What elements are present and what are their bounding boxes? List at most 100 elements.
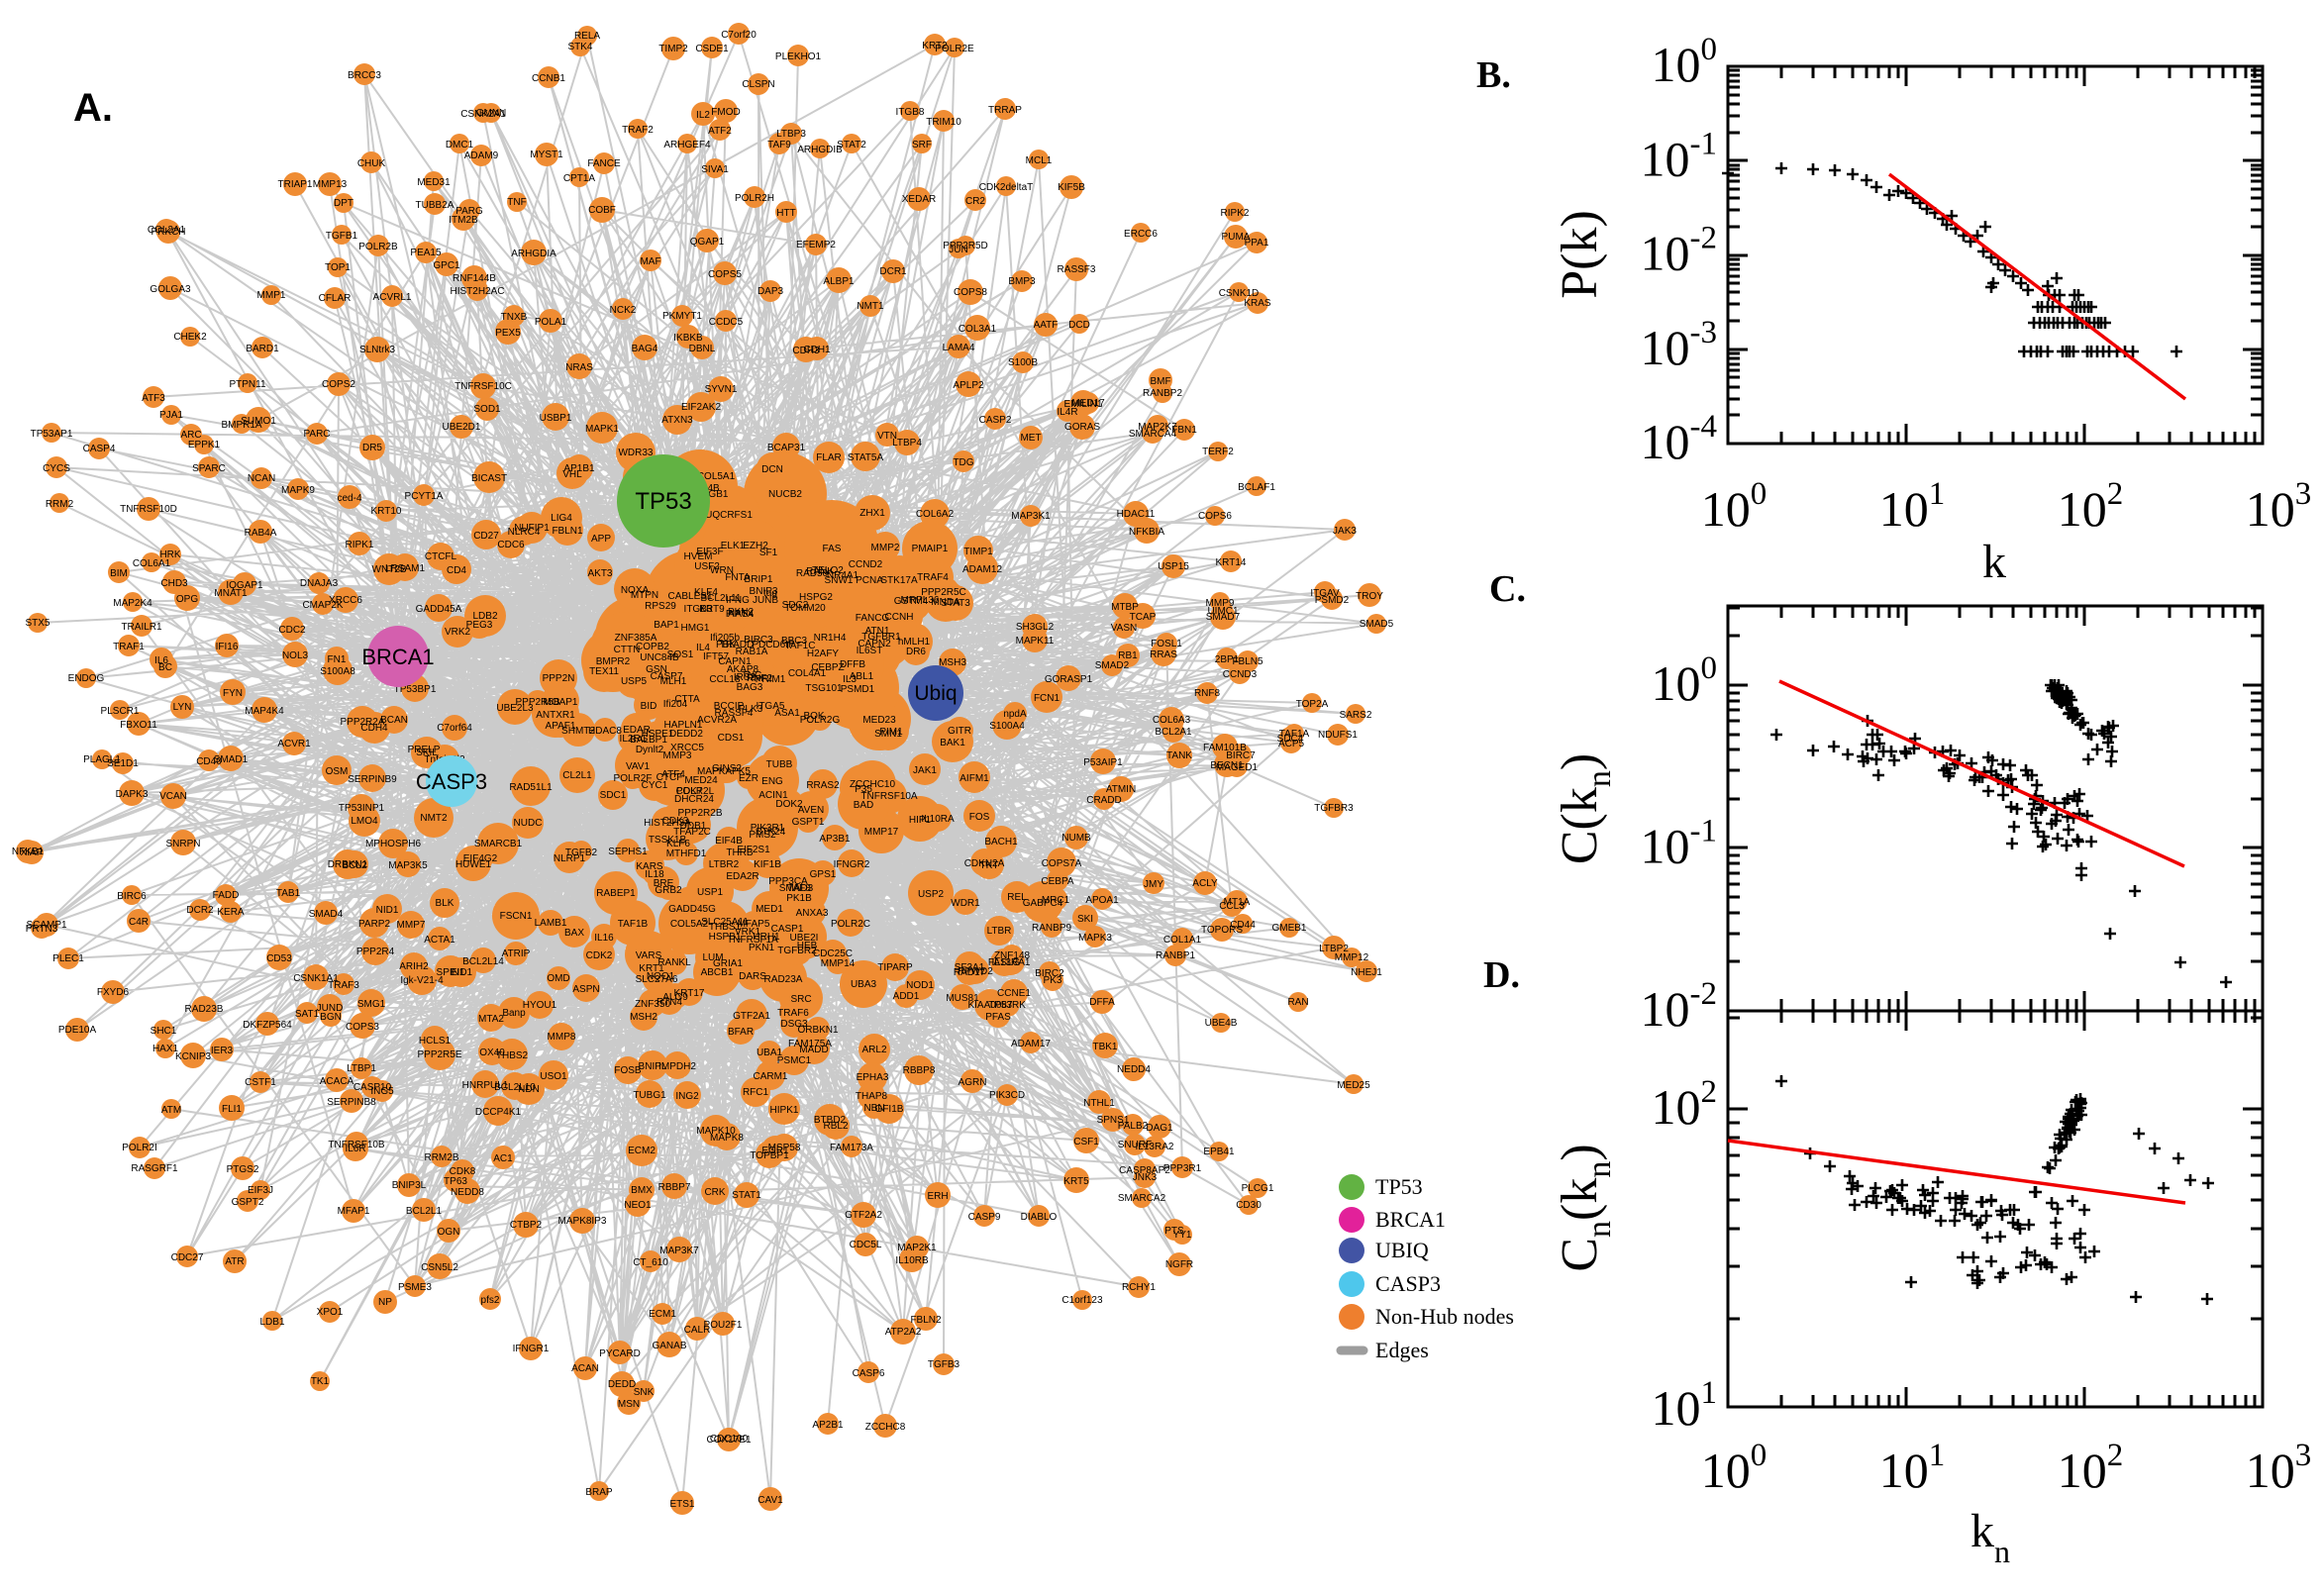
svg-text:CCND2: CCND2 — [849, 559, 883, 570]
svg-text:AP3B1: AP3B1 — [819, 834, 851, 845]
svg-text:SHC1: SHC1 — [151, 1026, 177, 1037]
svg-text:GMNN: GMNN — [476, 108, 507, 119]
svg-text:POLR2E: POLR2E — [935, 44, 974, 54]
svg-text:CSDE1: CSDE1 — [695, 44, 729, 54]
svg-text:PTS: PTS — [1164, 1226, 1184, 1237]
svg-text:TFAP2C: TFAP2C — [673, 827, 711, 838]
svg-text:ITGA5: ITGA5 — [757, 701, 785, 712]
svg-text:MTPN: MTPN — [631, 590, 658, 601]
svg-text:FCN1: FCN1 — [1034, 693, 1060, 704]
svg-text:TOPBP1: TOPBP1 — [750, 1150, 789, 1161]
svg-text:DCN: DCN — [761, 464, 783, 475]
svg-text:EIF4G2: EIF4G2 — [463, 853, 498, 864]
svg-text:Igk-V21-4: Igk-V21-4 — [400, 975, 444, 986]
svg-text:KLF4: KLF4 — [694, 587, 718, 598]
svg-text:MMP17: MMP17 — [864, 827, 899, 838]
svg-text:BIM: BIM — [110, 568, 128, 579]
svg-text:COL5A1: COL5A1 — [697, 471, 736, 482]
svg-text:IFNGR2: IFNGR2 — [834, 859, 870, 870]
svg-text:FXYD6: FXYD6 — [97, 987, 130, 998]
svg-text:NR4A1: NR4A1 — [827, 570, 859, 581]
svg-text:CASP3: CASP3 — [416, 769, 487, 794]
svg-text:JNK3: JNK3 — [1133, 1172, 1158, 1183]
svg-text:SMN1: SMN1 — [874, 729, 902, 740]
svg-text:GRIA1: GRIA1 — [713, 958, 743, 969]
svg-text:RAD23A: RAD23A — [764, 974, 803, 985]
svg-text:MED23: MED23 — [862, 715, 896, 726]
svg-text:SMAD3: SMAD3 — [779, 883, 814, 894]
svg-text:CDH1: CDH1 — [803, 345, 831, 355]
svg-text:EMILIN1: EMILIN1 — [1064, 399, 1103, 410]
svg-text:AC1: AC1 — [493, 1153, 513, 1164]
svg-text:PPP2R5E: PPP2R5E — [417, 1049, 461, 1060]
svg-text:NOD1: NOD1 — [906, 980, 934, 991]
svg-text:BAG3: BAG3 — [737, 682, 763, 693]
svg-text:DCR2: DCR2 — [186, 905, 214, 916]
svg-text:LTBP1: LTBP1 — [347, 1063, 376, 1074]
svg-text:BECN1: BECN1 — [1210, 760, 1244, 771]
svg-text:PMS2: PMS2 — [749, 830, 776, 841]
svg-text:BCL2L14: BCL2L14 — [462, 956, 504, 967]
svg-text:CTCFL: CTCFL — [425, 551, 457, 562]
svg-text:CD30: CD30 — [1236, 1200, 1262, 1211]
svg-text:SNURF: SNURF — [1118, 1140, 1152, 1150]
svg-text:FAS: FAS — [823, 544, 842, 554]
svg-text:PRIM1: PRIM1 — [756, 674, 786, 685]
svg-text:hMLH1: hMLH1 — [898, 637, 931, 648]
svg-text:PLEC1: PLEC1 — [52, 953, 84, 964]
svg-text:PPP2R2A: PPP2R2A — [340, 717, 384, 728]
svg-text:MSH3: MSH3 — [939, 657, 966, 668]
svg-text:BRCC3: BRCC3 — [348, 70, 381, 81]
svg-text:IL3: IL3 — [843, 674, 857, 685]
svg-text:CTCF: CTCF — [656, 772, 683, 783]
svg-text:BIRC6: BIRC6 — [117, 891, 147, 902]
svg-text:RELA: RELA — [574, 31, 600, 42]
svg-text:DSG3: DSG3 — [780, 1019, 808, 1030]
svg-text:RABEP1: RABEP1 — [596, 888, 636, 899]
svg-text:BCLAF1: BCLAF1 — [1238, 482, 1275, 493]
svg-text:TKT: TKT — [980, 860, 999, 871]
svg-text:BCL2L10: BCL2L10 — [494, 1082, 536, 1093]
svg-text:BAG4: BAG4 — [632, 344, 658, 354]
svg-text:DOK2: DOK2 — [775, 799, 803, 810]
svg-text:EIF2AK2: EIF2AK2 — [681, 402, 721, 413]
svg-text:KRT5: KRT5 — [1063, 1176, 1089, 1187]
svg-text:CASP10: CASP10 — [354, 1082, 392, 1093]
svg-text:FANCE: FANCE — [587, 158, 621, 169]
svg-text:NLRC4: NLRC4 — [508, 527, 541, 538]
svg-text:THBS1: THBS1 — [709, 922, 742, 933]
svg-text:SLNtrk3: SLNtrk3 — [359, 345, 396, 355]
svg-text:CFLAR: CFLAR — [319, 293, 352, 304]
svg-text:ERCC6: ERCC6 — [1124, 229, 1158, 240]
svg-text:CDH3: CDH3 — [792, 346, 820, 356]
svg-text:LTBR: LTBR — [987, 926, 1012, 937]
svg-text:PYCARD: PYCARD — [599, 1348, 641, 1359]
svg-text:EPHA3: EPHA3 — [857, 1072, 889, 1083]
svg-text:KLF6: KLF6 — [666, 839, 690, 849]
svg-text:MTA2: MTA2 — [478, 1014, 504, 1025]
svg-text:ETS1: ETS1 — [669, 1499, 694, 1510]
svg-text:TGFBR1: TGFBR1 — [861, 632, 901, 643]
svg-text:CCNE1: CCNE1 — [997, 988, 1031, 999]
svg-text:CDC25C: CDC25C — [813, 948, 853, 959]
svg-text:pfs2: pfs2 — [481, 1295, 500, 1306]
svg-text:RIPK2: RIPK2 — [1221, 208, 1250, 219]
svg-text:PKN1: PKN1 — [749, 943, 775, 953]
svg-text:Non-Hub nodes: Non-Hub nodes — [1375, 1304, 1514, 1329]
svg-text:TP63: TP63 — [444, 1176, 467, 1187]
svg-text:MLH1: MLH1 — [660, 676, 687, 687]
svg-text:TAF1C: TAF1C — [785, 641, 816, 651]
svg-text:KRT1: KRT1 — [639, 963, 664, 974]
svg-text:LAMB1: LAMB1 — [535, 918, 567, 929]
svg-text:CCL18: CCL18 — [709, 674, 741, 685]
svg-text:MED1: MED1 — [756, 904, 783, 915]
svg-text:ELK1: ELK1 — [721, 541, 746, 551]
svg-text:P53AIP1: P53AIP1 — [1083, 757, 1123, 768]
svg-text:POLR2C: POLR2C — [831, 919, 870, 930]
svg-text:PUMA: PUMA — [1222, 232, 1251, 243]
svg-text:APTX: APTX — [728, 609, 754, 620]
svg-text:COL6A2: COL6A2 — [916, 509, 955, 520]
svg-text:CDC6: CDC6 — [497, 540, 525, 550]
svg-text:BTBD2: BTBD2 — [814, 1115, 847, 1126]
svg-text:PDCD6IP: PDCD6IP — [752, 640, 795, 650]
